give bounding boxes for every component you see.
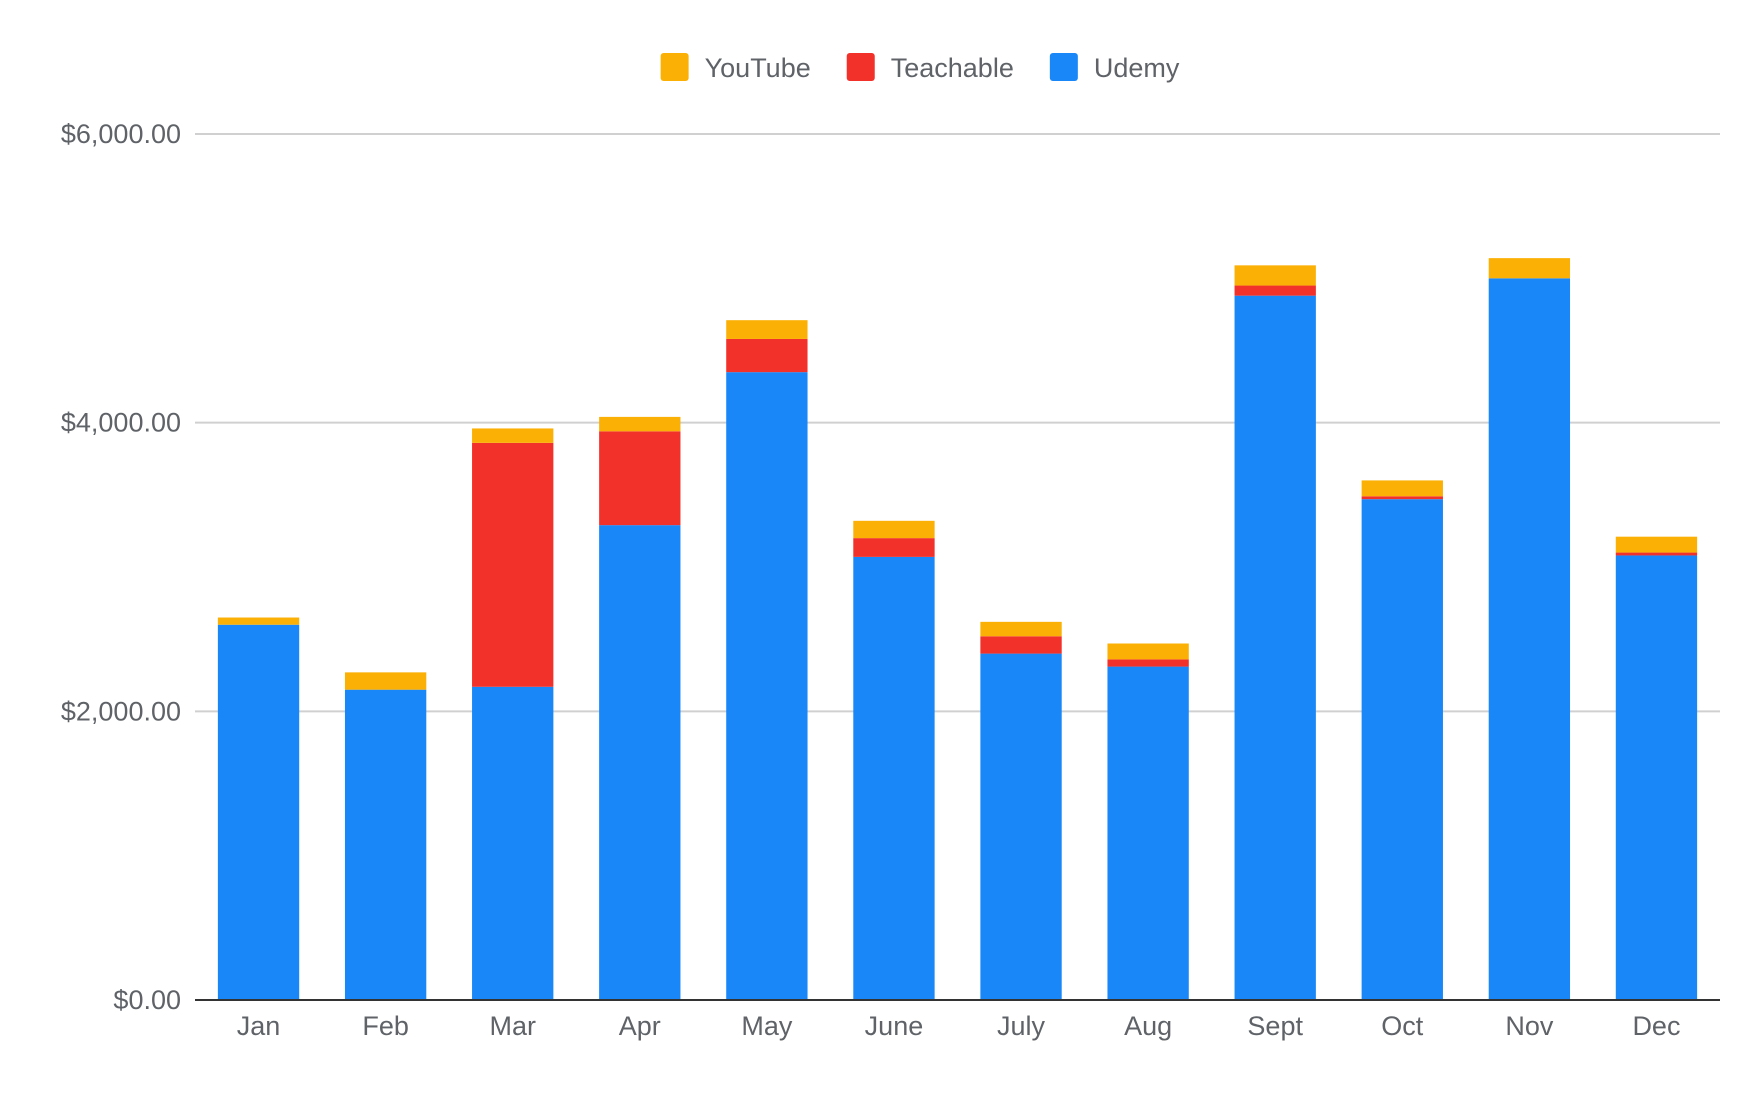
bars bbox=[217, 258, 1698, 1000]
bar-udemy-july bbox=[980, 653, 1062, 1000]
x-tick-label: Apr bbox=[619, 1011, 661, 1041]
x-tick-label: Sept bbox=[1247, 1011, 1303, 1041]
bar-teachable-july bbox=[980, 636, 1062, 654]
bar-udemy-feb bbox=[344, 689, 427, 1000]
bar-teachable-aug bbox=[1107, 659, 1189, 667]
bar-udemy-may bbox=[726, 372, 808, 1000]
bar-youtube-july bbox=[980, 621, 1062, 637]
bar-teachable-dec bbox=[1615, 552, 1698, 556]
bar-youtube-apr bbox=[599, 416, 681, 432]
bar-udemy-oct bbox=[1361, 499, 1443, 1000]
bar-youtube-may bbox=[726, 320, 808, 339]
bar-udemy-dec bbox=[1615, 555, 1698, 1000]
legend: YouTube Teachable Udemy bbox=[660, 53, 1180, 83]
bar-youtube-oct bbox=[1361, 480, 1443, 497]
legend-swatch-teachable bbox=[846, 53, 875, 81]
x-tick-label: Mar bbox=[489, 1011, 536, 1041]
legend-label-youtube: YouTube bbox=[705, 53, 811, 83]
bar-youtube-mar bbox=[472, 428, 554, 443]
x-tick-label: Aug bbox=[1124, 1011, 1172, 1041]
bar-udemy-apr bbox=[599, 525, 681, 1000]
bar-youtube-june bbox=[853, 520, 935, 539]
x-tick-label: June bbox=[865, 1011, 924, 1041]
bar-teachable-june bbox=[853, 538, 935, 557]
legend-swatch-udemy bbox=[1049, 53, 1078, 81]
bar-youtube-feb bbox=[344, 672, 427, 690]
y-axis-tick-labels: $0.00 $2,000.00 $4,000.00 $6,000.00 bbox=[61, 119, 181, 1015]
bar-youtube-dec bbox=[1615, 536, 1698, 553]
x-tick-label: May bbox=[741, 1011, 793, 1041]
gridlines bbox=[195, 133, 1720, 713]
x-tick-label: Feb bbox=[362, 1011, 409, 1041]
legend-label-teachable: Teachable bbox=[891, 53, 1014, 83]
y-tick-label: $6,000.00 bbox=[61, 119, 181, 149]
bar-udemy-sept bbox=[1234, 295, 1316, 1000]
bar-youtube-nov bbox=[1488, 258, 1571, 279]
x-tick-label: Dec bbox=[1632, 1011, 1680, 1041]
x-axis-tick-labels: Jan Feb Mar Apr May June July Aug Sept Oct Nov Dec bbox=[237, 1011, 1681, 1041]
bar-teachable-oct bbox=[1361, 496, 1443, 500]
bar-teachable-may bbox=[726, 338, 808, 373]
bar-youtube-jan bbox=[217, 617, 300, 625]
x-tick-label: Nov bbox=[1505, 1011, 1554, 1041]
bar-youtube-sept bbox=[1234, 265, 1316, 286]
bar-teachable-mar bbox=[472, 442, 554, 687]
legend-label-udemy: Udemy bbox=[1094, 53, 1180, 83]
bar-youtube-aug bbox=[1107, 643, 1189, 660]
legend-swatch-youtube bbox=[660, 53, 689, 81]
x-tick-label: Jan bbox=[237, 1011, 281, 1041]
x-tick-label: July bbox=[997, 1011, 1046, 1041]
bar-udemy-june bbox=[853, 556, 935, 1000]
y-tick-label: $4,000.00 bbox=[61, 408, 181, 438]
bar-teachable-apr bbox=[599, 431, 681, 526]
bar-udemy-nov bbox=[1488, 278, 1571, 1000]
x-tick-label: Oct bbox=[1381, 1011, 1424, 1041]
bar-udemy-aug bbox=[1107, 666, 1189, 1000]
y-tick-label: $2,000.00 bbox=[61, 696, 181, 726]
bar-udemy-mar bbox=[472, 686, 554, 1000]
bar-teachable-sept bbox=[1234, 285, 1316, 296]
y-tick-label: $0.00 bbox=[113, 985, 181, 1015]
bar-udemy-jan bbox=[217, 624, 300, 1000]
